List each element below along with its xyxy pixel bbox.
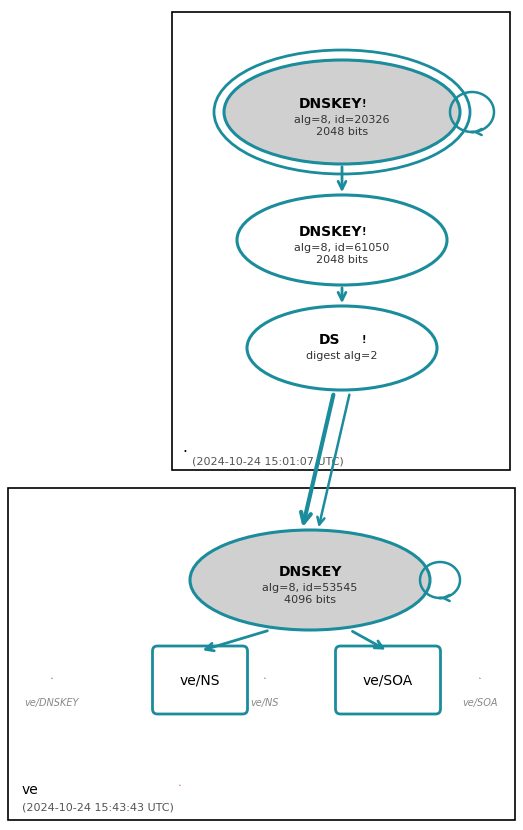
Text: !: !: [178, 780, 182, 790]
Text: (2024-10-24 15:01:07 UTC): (2024-10-24 15:01:07 UTC): [192, 457, 344, 467]
Ellipse shape: [247, 306, 437, 390]
Bar: [8, 488, 515, 820]
Bar: [172, 12, 510, 470]
Text: 2048 bits: 2048 bits: [316, 127, 368, 137]
FancyBboxPatch shape: [335, 646, 440, 714]
Text: 4096 bits: 4096 bits: [284, 595, 336, 605]
Text: ve/SOA: ve/SOA: [363, 673, 413, 687]
Text: alg=8, id=20326: alg=8, id=20326: [294, 115, 390, 125]
Text: !: !: [263, 673, 267, 683]
Text: !: !: [362, 335, 366, 345]
Ellipse shape: [190, 530, 430, 630]
Text: DS: DS: [319, 333, 341, 347]
Text: ve/NS: ve/NS: [180, 673, 220, 687]
Text: !: !: [362, 227, 366, 237]
Text: ve/DNSKEY: ve/DNSKEY: [25, 698, 79, 708]
Text: ve: ve: [22, 783, 39, 797]
Text: 2048 bits: 2048 bits: [316, 255, 368, 265]
Text: ve/NS: ve/NS: [251, 698, 279, 708]
Text: alg=8, id=61050: alg=8, id=61050: [294, 243, 390, 253]
FancyBboxPatch shape: [153, 646, 247, 714]
Text: digest alg=2: digest alg=2: [306, 351, 378, 361]
Text: DNSKEY: DNSKEY: [298, 225, 362, 239]
Text: .: .: [182, 441, 187, 456]
Text: !: !: [477, 673, 482, 683]
Ellipse shape: [237, 195, 447, 285]
Text: alg=8, id=53545: alg=8, id=53545: [263, 583, 358, 593]
Ellipse shape: [224, 60, 460, 164]
Text: !: !: [362, 99, 366, 109]
Text: !: !: [50, 673, 54, 683]
Text: DNSKEY: DNSKEY: [298, 97, 362, 111]
Text: ve/SOA: ve/SOA: [462, 698, 498, 708]
Text: (2024-10-24 15:43:43 UTC): (2024-10-24 15:43:43 UTC): [22, 803, 174, 813]
Text: DNSKEY: DNSKEY: [278, 565, 342, 579]
